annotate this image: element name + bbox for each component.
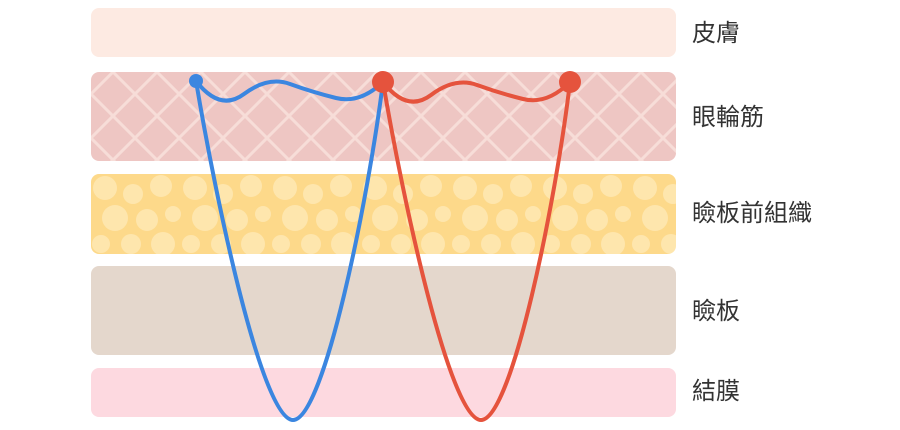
layer-tarsus bbox=[91, 266, 676, 355]
blue-suture-wave bbox=[194, 79, 385, 103]
layer-label: 眼輪筋 bbox=[692, 103, 764, 131]
layer-pretarsal bbox=[91, 174, 676, 254]
layer-conjunctiva bbox=[91, 368, 676, 417]
layer-label: 皮膚 bbox=[692, 19, 740, 47]
red-knot bbox=[372, 71, 394, 93]
layer-muscle bbox=[91, 72, 676, 161]
layer-skin bbox=[91, 8, 676, 57]
blue-knot bbox=[189, 74, 203, 88]
red-suture-loop bbox=[381, 80, 572, 423]
blue-suture-loop bbox=[194, 79, 385, 423]
red-suture-wave bbox=[381, 80, 572, 104]
layer-label: 瞼板前組織 bbox=[692, 199, 812, 227]
layer-label: 結膜 bbox=[692, 377, 740, 405]
layer-label: 瞼板 bbox=[692, 297, 740, 325]
red-knot bbox=[559, 71, 581, 93]
